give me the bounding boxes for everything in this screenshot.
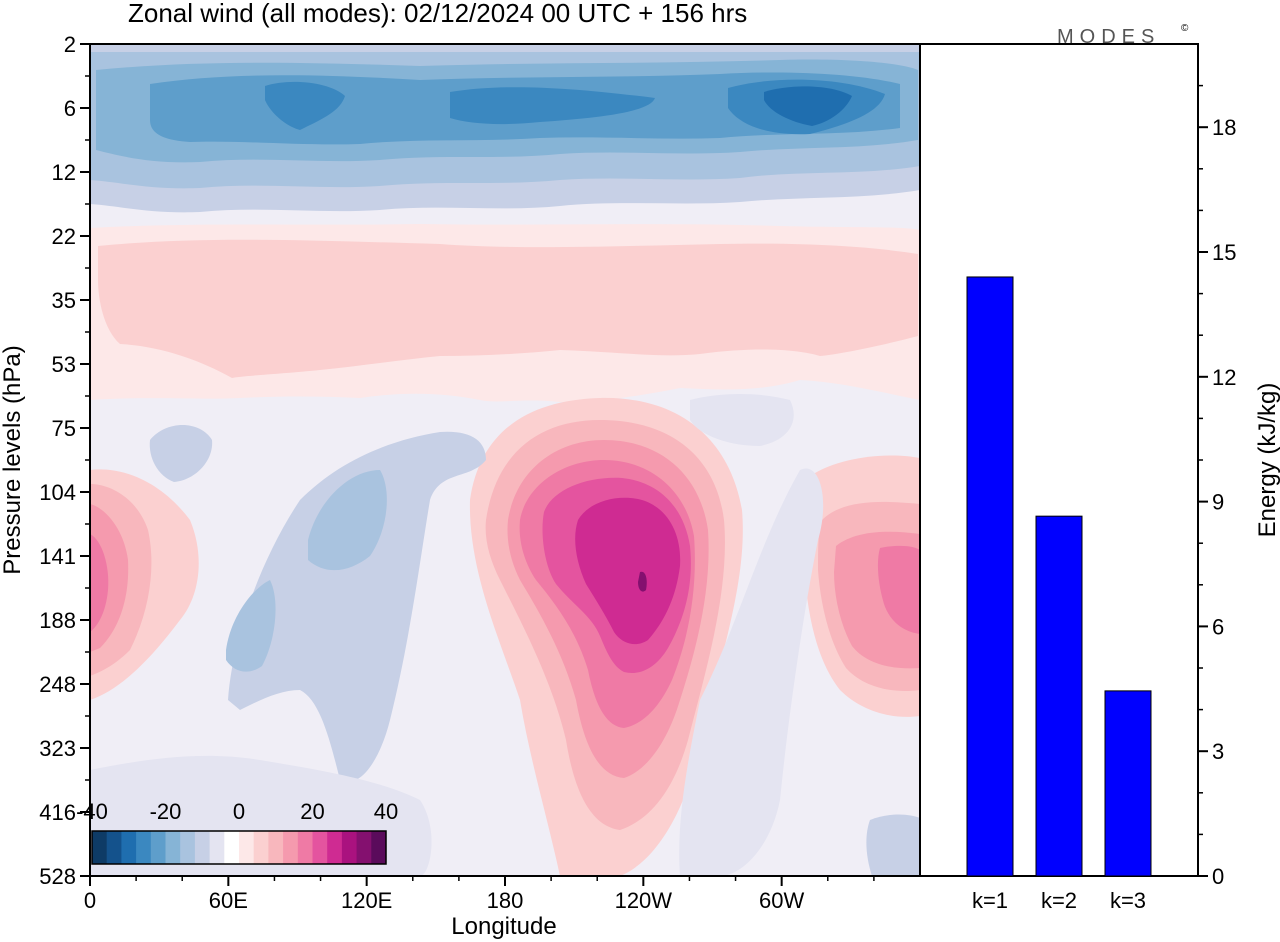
jet-left-level-4 <box>90 534 109 632</box>
easterly-patch-c <box>308 470 387 571</box>
heatmap-y-tick-label: 2 <box>64 32 76 57</box>
heatmap-y-tick-label: 104 <box>39 480 76 505</box>
bar-y-tick-label: 9 <box>1212 490 1224 515</box>
colorbar-cell <box>253 831 269 864</box>
bar-y-tick-label: 6 <box>1212 614 1224 639</box>
heatmap-y-tick-label: 323 <box>39 736 76 761</box>
colorbar: -40 -20 0 20 40 <box>76 799 398 865</box>
jet-center-level-6 <box>575 497 681 645</box>
bar-y-tick-label: 12 <box>1212 365 1236 390</box>
heatmap-y-axis: 2 6 12 22 35 53 75 104 141 188 248 323 416 528 <box>39 32 90 889</box>
heatmap-y-tick-label: 188 <box>39 608 76 633</box>
energy-bars <box>966 276 1152 877</box>
jet-center <box>469 397 743 876</box>
jet-left <box>90 469 199 700</box>
heatmap-y-tick-label: 12 <box>52 160 76 185</box>
easterly-patch-a <box>149 425 213 482</box>
heatmap-y-tick-label: 6 <box>64 96 76 121</box>
colorbar-cell <box>121 831 137 864</box>
heatmap-x-tick-label: 120E <box>341 888 392 913</box>
heatmap-x-tick-label: 60E <box>209 888 248 913</box>
colorbar-tick-label: 20 <box>300 799 324 824</box>
colorbar-cell <box>106 831 122 864</box>
bar-x-tick-label: k=2 <box>1041 888 1077 913</box>
colorbar-cell <box>356 831 372 864</box>
bar-y-axis: 0 3 6 9 12 15 18 <box>1198 84 1236 889</box>
heatmap-x-tick-label: 60W <box>759 888 804 913</box>
colorbar-cell <box>180 831 196 864</box>
colorbar-cell <box>327 831 343 864</box>
colorbar-cell <box>268 831 284 864</box>
band-blue-core-4 <box>764 86 852 126</box>
heatmap-y-tick-label: 75 <box>52 416 76 441</box>
bar-y-tick-label: 15 <box>1212 240 1236 265</box>
heatmap-y-tick-label: 53 <box>52 352 76 377</box>
heatmap-x-tick-label: 180 <box>487 888 524 913</box>
heatmap-x-tick-label: 120W <box>615 888 673 913</box>
heatmap-y-tick-label: 528 <box>39 864 76 889</box>
easterly-patch-i <box>690 394 794 446</box>
colorbar-cell <box>194 831 211 864</box>
colorbar-cells <box>92 831 387 864</box>
colorbar-cell <box>371 831 387 864</box>
layer-pink-light <box>98 239 918 378</box>
colorbar-cell <box>136 831 152 864</box>
brand-copyright: © <box>1181 23 1189 34</box>
colorbar-cell <box>312 831 328 864</box>
heatmap-y-tick-label: 141 <box>39 544 76 569</box>
heatmap-y-tick-label: 22 <box>52 224 76 249</box>
colorbar-cell <box>224 831 240 864</box>
heatmap-y-tick-label: 35 <box>52 288 76 313</box>
jet-center-max <box>638 571 647 592</box>
energy-bar <box>1104 690 1152 877</box>
bar-x-tick-label: k=1 <box>972 888 1008 913</box>
colorbar-cell <box>341 831 358 864</box>
colorbar-tick-label: 40 <box>374 799 398 824</box>
bar-x-tick-label: k=3 <box>1110 888 1146 913</box>
band-blue-core-1 <box>265 81 345 130</box>
bar-y-tick-label: 18 <box>1212 115 1236 140</box>
colorbar-tick-label: 0 <box>233 799 245 824</box>
colorbar-tick-label: -20 <box>150 799 182 824</box>
easterly-patch-d <box>226 580 276 672</box>
colorbar-frame <box>91 830 387 865</box>
band-blue-core-2 <box>450 87 655 125</box>
bar-x-axis: k=1 k=2 k=3 <box>972 888 1146 913</box>
heatmap-x-axis: 0 60E 120E 180 120W 60W <box>84 876 875 913</box>
heatmap-y-tick-label: 248 <box>39 672 76 697</box>
heatmap-y-label: Pressure levels (hPa) <box>0 345 26 574</box>
heatmap-x-tick-label: 0 <box>84 888 96 913</box>
colorbar-cell <box>150 831 166 864</box>
chart-title: Zonal wind (all modes): 02/12/2024 00 UT… <box>128 0 747 28</box>
energy-bar <box>1035 515 1083 877</box>
easterly-patch-b <box>228 431 486 782</box>
colorbar-cell <box>239 831 255 864</box>
colorbar-cell <box>283 831 299 864</box>
heatmap-x-label: Longitude <box>451 913 556 940</box>
colorbar-cell <box>92 831 108 864</box>
bar-y-tick-label: 0 <box>1212 864 1224 889</box>
bar-y-label: Energy (kJ/kg) <box>1254 383 1280 538</box>
colorbar-cell <box>297 831 313 864</box>
easterly-patch-f <box>679 468 824 876</box>
easterly-patch-h <box>866 814 920 876</box>
heatmap-y-tick-label: 416 <box>39 800 76 825</box>
jet-right-level-4 <box>877 545 920 634</box>
colorbar-labels: -40 -20 0 20 40 <box>76 799 398 824</box>
colorbar-cell <box>165 831 181 864</box>
colorbar-tick-label: -40 <box>76 799 108 824</box>
energy-bar-panel: k=1 k=2 k=3 0 3 6 9 12 15 18 Energy (kJ/kg) <box>919 43 1280 913</box>
jet-right <box>804 455 920 717</box>
energy-bar <box>966 276 1014 877</box>
brand-logo: MODES <box>1057 26 1160 48</box>
heatmap-panel: 2 6 12 22 35 53 75 104 141 188 248 323 416 528 0 60E 12… <box>0 32 921 940</box>
colorbar-cell <box>209 831 225 864</box>
heatmap-field <box>90 44 920 876</box>
bar-y-tick-label: 3 <box>1212 739 1224 764</box>
